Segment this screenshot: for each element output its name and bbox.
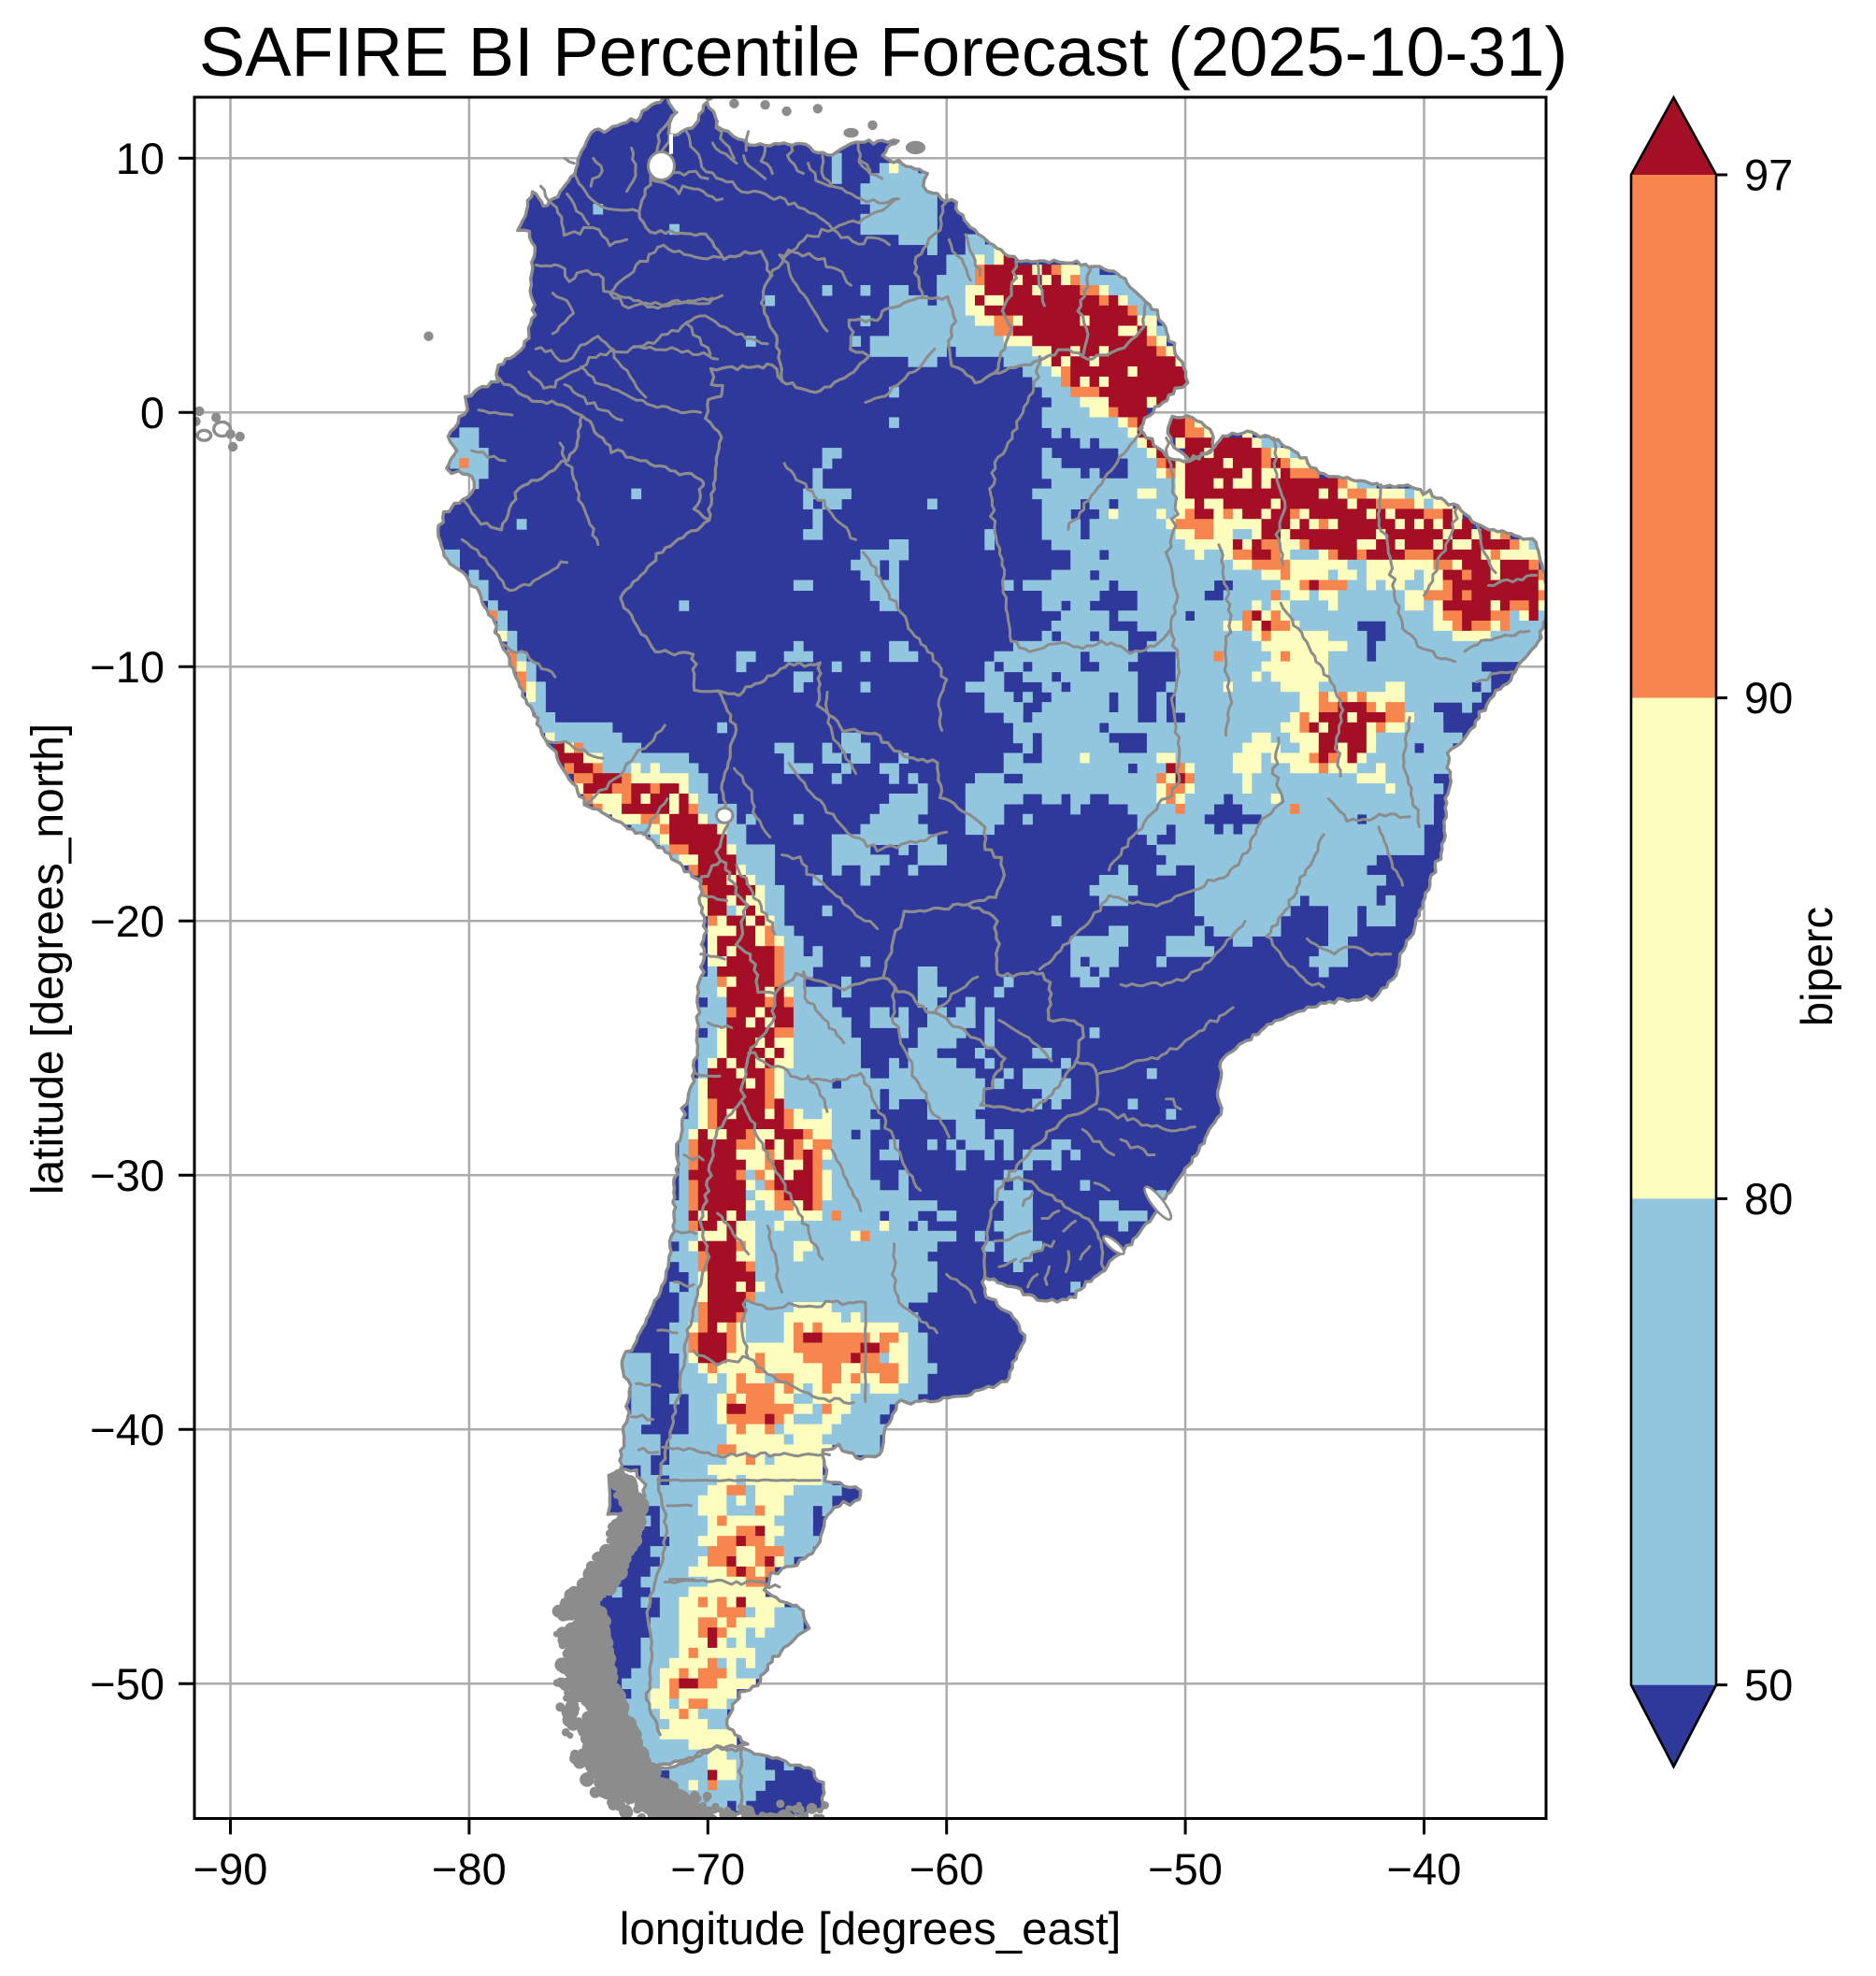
svg-text:−50: −50 (1148, 1844, 1223, 1894)
svg-text:−60: −60 (909, 1844, 984, 1894)
svg-text:97: 97 (1744, 150, 1793, 200)
svg-text:10: 10 (116, 134, 165, 183)
svg-text:−70: −70 (670, 1844, 745, 1894)
svg-text:50: 50 (1744, 1660, 1793, 1710)
svg-text:−40: −40 (90, 1405, 165, 1454)
svg-text:SAFIRE BI Percentile Forecast: SAFIRE BI Percentile Forecast (2025-10-3… (199, 13, 1568, 91)
svg-text:−80: −80 (432, 1844, 507, 1894)
svg-text:−30: −30 (90, 1151, 165, 1200)
svg-text:90: 90 (1744, 673, 1793, 723)
svg-text:−50: −50 (90, 1659, 165, 1709)
svg-text:−40: −40 (1387, 1844, 1462, 1894)
svg-text:−10: −10 (90, 642, 165, 692)
svg-text:biperc: biperc (1792, 907, 1841, 1026)
svg-text:80: 80 (1744, 1174, 1793, 1224)
svg-text:latitude [degrees_north]: latitude [degrees_north] (23, 723, 73, 1195)
svg-text:longitude [degrees_east]: longitude [degrees_east] (620, 1904, 1122, 1955)
svg-text:−20: −20 (90, 896, 165, 946)
svg-text:−90: −90 (193, 1844, 268, 1894)
svg-text:0: 0 (140, 388, 165, 437)
